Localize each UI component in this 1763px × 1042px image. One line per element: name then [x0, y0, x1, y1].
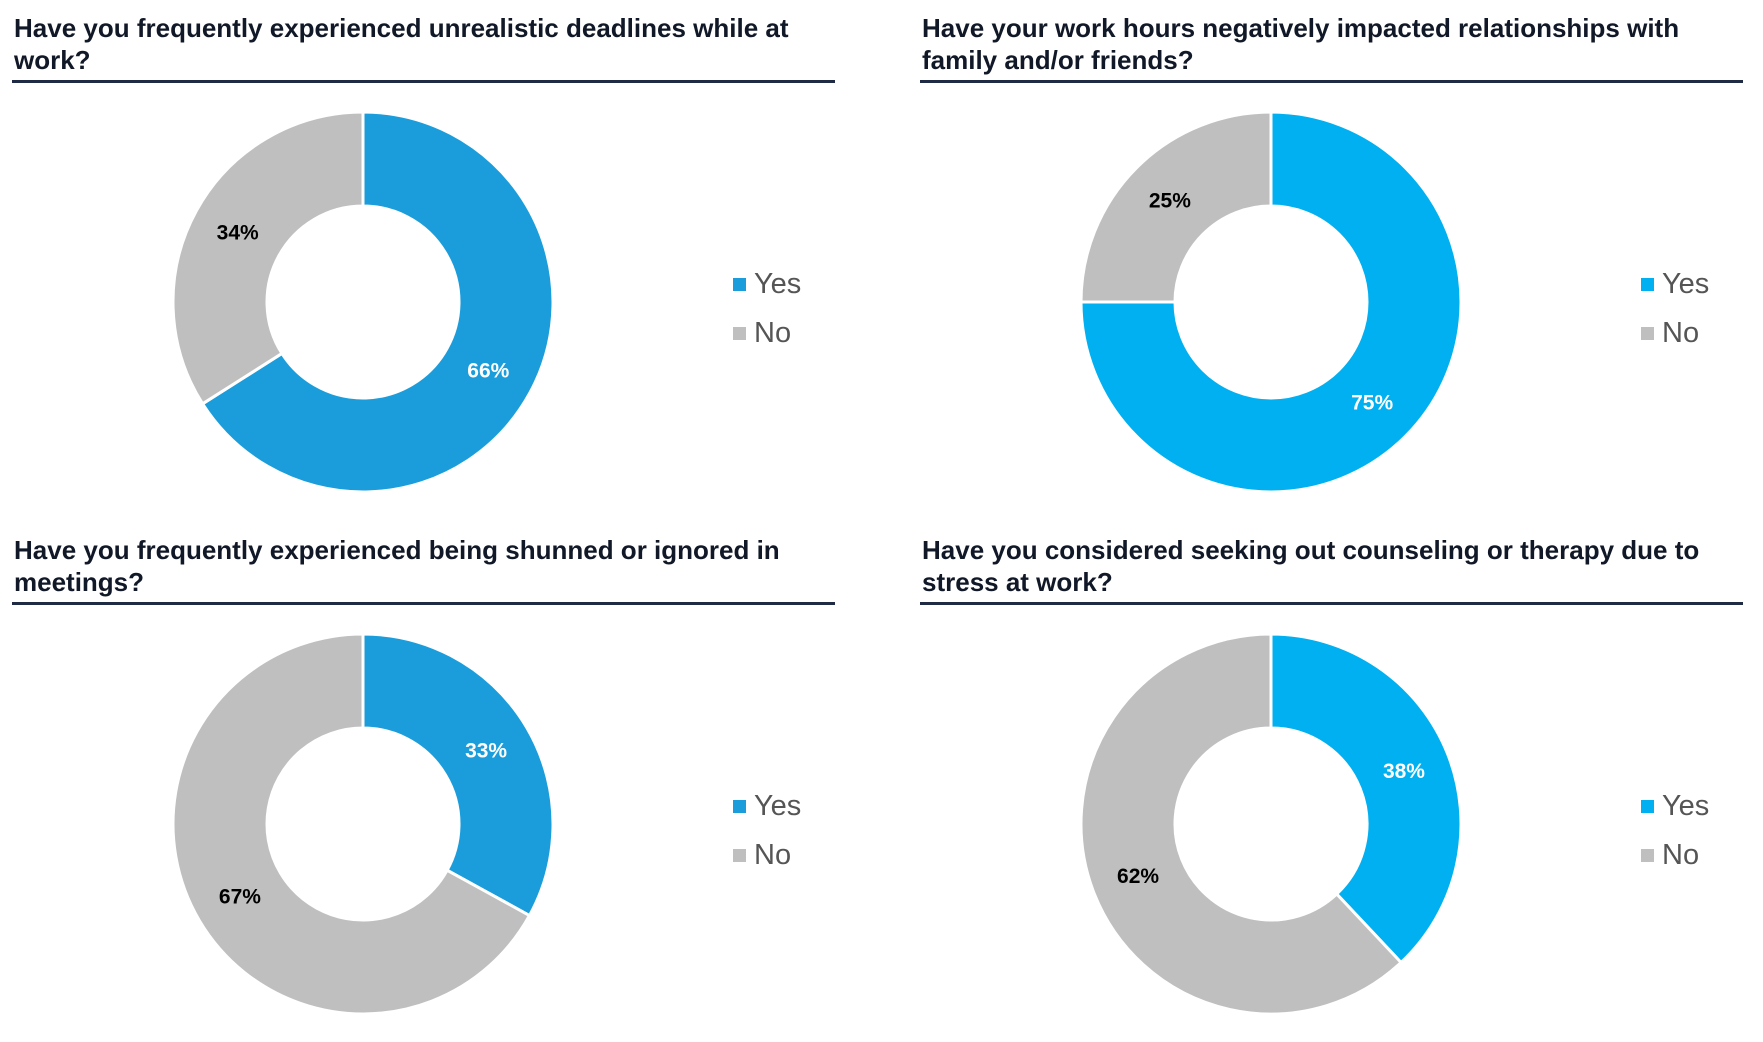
data-label-yes: 75% — [1351, 392, 1393, 415]
chart-title: Have you frequently experienced being sh… — [14, 535, 780, 597]
legend-label-no: No — [754, 317, 792, 349]
donut-slice-yes — [361, 632, 555, 918]
title-divider — [12, 602, 835, 605]
donut-chart: 66% 34% — [171, 110, 555, 494]
legend-swatch-yes-icon — [1641, 278, 1654, 291]
title-divider — [920, 80, 1743, 83]
data-label-no: 67% — [219, 885, 261, 908]
legend-swatch-no-icon — [1641, 849, 1654, 862]
data-label-yes: 66% — [467, 359, 509, 382]
legend-label-no: No — [1662, 839, 1700, 871]
legend-label-yes: Yes — [1662, 268, 1710, 300]
chart-legend: Yes No — [1641, 260, 1709, 358]
donut-slice-no — [1079, 110, 1273, 304]
legend-label-yes: Yes — [1662, 790, 1710, 822]
legend-item-no: No — [1641, 831, 1709, 880]
data-label-yes: 33% — [465, 740, 507, 763]
chart-title: Have your work hours negatively impacted… — [922, 13, 1680, 75]
legend-label-yes: Yes — [754, 268, 802, 300]
legend-swatch-no-icon — [733, 849, 746, 862]
chart-legend: Yes No — [733, 260, 801, 358]
donut-chart: 75% 25% — [1079, 110, 1463, 494]
legend-label-no: No — [1662, 317, 1700, 349]
chart-panel-shunned: Have you frequently experienced being sh… — [0, 522, 835, 1042]
legend-label-yes: Yes — [754, 790, 802, 822]
legend-item-yes: Yes — [1641, 260, 1709, 309]
chart-legend: Yes No — [733, 782, 801, 880]
donut-slice-yes — [1079, 110, 1463, 494]
legend-swatch-no-icon — [1641, 327, 1654, 340]
donut-chart: 33% 67% — [171, 632, 555, 1016]
chart-title: Have you frequently experienced unrealis… — [14, 13, 789, 75]
legend-item-yes: Yes — [733, 782, 801, 831]
legend-swatch-no-icon — [733, 327, 746, 340]
donut-slice-no — [171, 110, 365, 406]
data-label-no: 34% — [217, 222, 259, 245]
legend-item-yes: Yes — [1641, 782, 1709, 831]
legend-item-no: No — [733, 831, 801, 880]
donut-slice-yes — [200, 110, 555, 494]
chart-panel-deadlines: Have you frequently experienced unrealis… — [0, 0, 835, 520]
data-label-no: 25% — [1149, 189, 1191, 212]
title-divider — [920, 602, 1743, 605]
chart-panel-relationships: Have your work hours negatively impacted… — [908, 0, 1743, 520]
title-divider — [12, 80, 835, 83]
donut-slice-no — [1079, 632, 1404, 1016]
legend-swatch-yes-icon — [733, 800, 746, 813]
donut-chart: 38% 62% — [1079, 632, 1463, 1016]
legend-swatch-yes-icon — [1641, 800, 1654, 813]
chart-title: Have you considered seeking out counseli… — [922, 535, 1700, 597]
data-label-yes: 38% — [1383, 760, 1425, 783]
chart-panel-counseling: Have you considered seeking out counseli… — [908, 522, 1743, 1042]
legend-label-no: No — [754, 839, 792, 871]
donut-slice-no — [171, 632, 532, 1016]
donut-slice-yes — [1269, 632, 1463, 965]
legend-item-yes: Yes — [733, 260, 801, 309]
chart-legend: Yes No — [1641, 782, 1709, 880]
legend-swatch-yes-icon — [733, 278, 746, 291]
legend-item-no: No — [1641, 309, 1709, 358]
data-label-no: 62% — [1117, 865, 1159, 888]
legend-item-no: No — [733, 309, 801, 358]
